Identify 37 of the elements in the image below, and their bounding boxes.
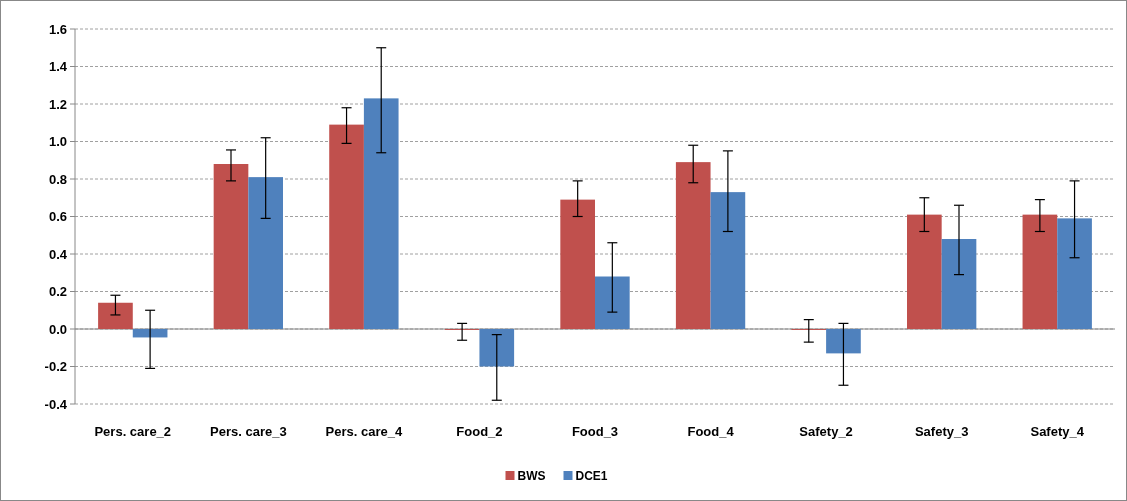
y-tick-label: 1.6 [48,21,67,37]
bar [560,199,595,329]
y-tick-label: 0.6 [48,209,67,225]
bar [329,124,364,329]
x-tick-label: Food_4 [687,424,735,439]
bar [826,329,861,354]
bar [907,214,942,329]
bar [1057,218,1092,329]
x-tick-label: Food_2 [456,424,503,439]
y-tick-label: -0.4 [44,396,68,412]
bar [1022,214,1058,329]
x-tick-label: Safety_2 [799,424,853,439]
y-tick-label: 0.4 [48,246,68,262]
y-tick-label: 0.8 [48,171,67,187]
y-tick-label: 1.0 [48,134,67,150]
bar [941,239,977,329]
x-tick-label: Food_3 [571,424,619,439]
x-tick-label: Safety_4 [1030,424,1085,439]
bar [710,192,746,329]
bar [363,98,399,329]
y-tick-label: 0.0 [48,321,67,337]
bar [479,329,515,367]
x-tick-label: Pers. care_3 [210,424,287,439]
x-tick-label: Pers. care_4 [325,424,403,439]
y-tick-label: 1.4 [48,59,68,75]
bar [98,302,133,329]
legend-label: BWS [517,469,546,484]
y-tick-label: 0.2 [48,284,67,300]
legend-label: DCE1 [575,469,608,484]
bar [675,162,711,329]
bar [248,177,283,329]
y-tick-label: -0.2 [44,359,67,375]
bar [595,276,630,329]
x-tick-label: Pers. care_2 [94,424,172,439]
x-tick-label: Safety_3 [914,424,969,439]
bar [213,164,249,329]
y-tick-label: 1.2 [48,96,67,112]
